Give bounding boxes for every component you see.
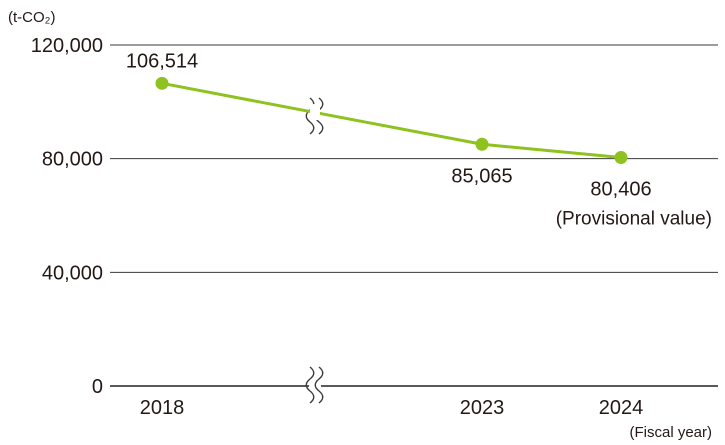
data-label: 85,065 [451, 165, 512, 187]
y-tick-label: 40,000 [42, 262, 103, 284]
data-label: 80,406 [590, 179, 651, 201]
series-break-gap [310, 104, 320, 121]
provisional-note: (Provisional value) [556, 209, 712, 230]
y-tick-label: 0 [92, 376, 103, 398]
axis-break-line-icon [305, 97, 315, 135]
x-tick-label: 2018 [140, 397, 185, 419]
data-label: 106,514 [126, 50, 198, 72]
series-line [161, 81, 622, 160]
data-point [155, 76, 169, 90]
y-tick-label: 80,000 [42, 149, 103, 171]
x-unit-label: (Fiscal year) [629, 424, 712, 441]
axis-break-axis-icon [305, 366, 315, 404]
x-tick-label: 2024 [599, 397, 644, 419]
x-tick-label: 2023 [460, 397, 505, 419]
axis-break-axis-icon [314, 366, 324, 404]
data-point [614, 151, 628, 165]
data-point [475, 137, 489, 151]
y-tick-label: 120,000 [31, 35, 103, 57]
y-unit-label: (t-CO₂) [8, 9, 55, 26]
